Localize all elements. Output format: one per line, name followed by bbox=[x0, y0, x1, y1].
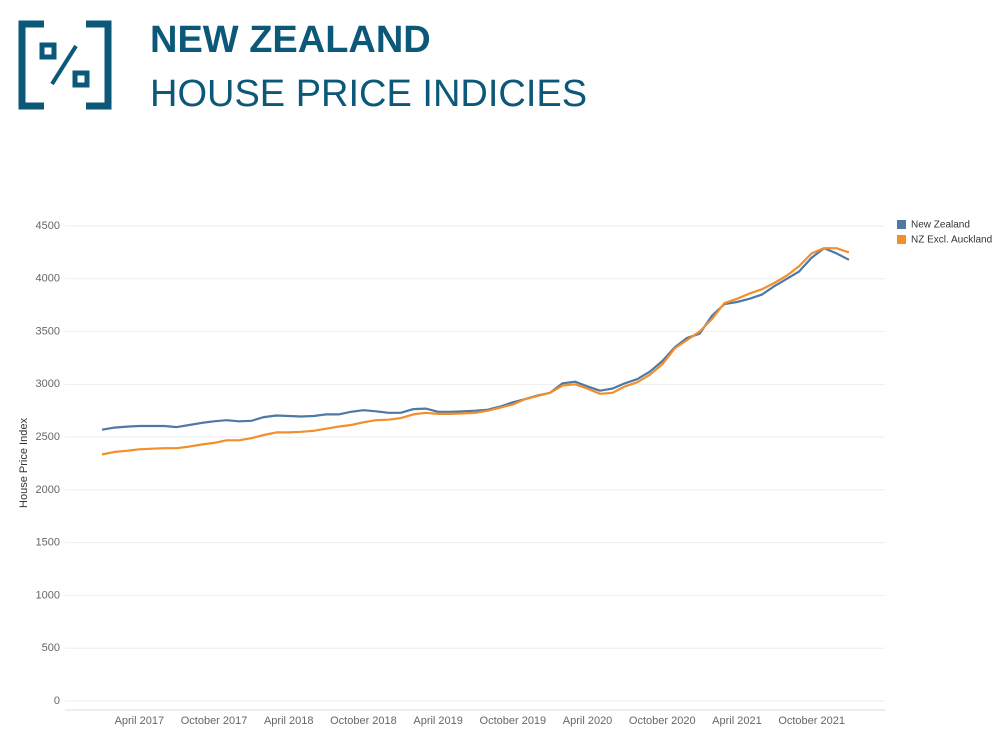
y-tick-label: 0 bbox=[54, 695, 60, 707]
y-tick-label: 2500 bbox=[36, 431, 60, 443]
y-tick-label: 2000 bbox=[36, 484, 60, 496]
x-tick-label: October 2021 bbox=[778, 715, 845, 727]
x-tick-label: April 2019 bbox=[413, 715, 463, 727]
x-tick-label: April 2021 bbox=[712, 715, 762, 727]
chart-title: NEW ZEALAND bbox=[150, 19, 431, 61]
legend-label: NZ Excl. Auckland bbox=[911, 235, 992, 246]
y-tick-label: 1000 bbox=[36, 589, 60, 601]
y-tick-label: 3000 bbox=[36, 378, 60, 390]
x-tick-label: October 2017 bbox=[181, 715, 248, 727]
chart-subtitle: HOUSE PRICE INDICIES bbox=[150, 73, 587, 115]
series-line bbox=[101, 247, 850, 456]
legend-label: New Zealand bbox=[911, 220, 970, 231]
y-axis-label: House Price Index bbox=[18, 418, 30, 508]
series-line bbox=[101, 247, 850, 431]
x-tick-label: April 2020 bbox=[563, 715, 613, 727]
logo bbox=[18, 20, 112, 110]
y-tick-label: 3500 bbox=[36, 325, 60, 337]
x-tick-label: April 2018 bbox=[264, 715, 314, 727]
legend-swatch bbox=[897, 235, 906, 244]
x-tick-label: October 2018 bbox=[330, 715, 397, 727]
x-tick-label: October 2019 bbox=[480, 715, 547, 727]
y-tick-label: 4000 bbox=[36, 273, 60, 285]
y-tick-label: 4500 bbox=[36, 220, 60, 232]
x-tick-label: October 2020 bbox=[629, 715, 696, 727]
x-tick-label: April 2017 bbox=[115, 715, 165, 727]
y-tick-label: 500 bbox=[42, 642, 60, 654]
legend-swatch bbox=[897, 220, 906, 229]
y-tick-label: 1500 bbox=[36, 537, 60, 549]
